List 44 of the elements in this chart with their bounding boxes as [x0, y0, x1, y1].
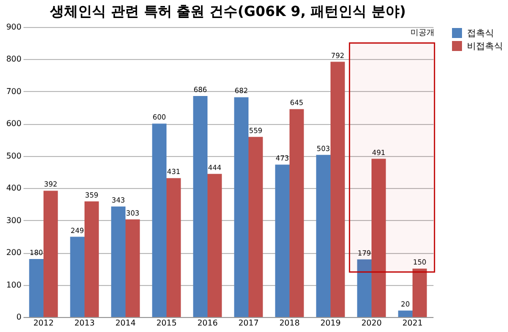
bar	[234, 97, 248, 317]
bar	[208, 174, 222, 317]
y-tick-label: 200	[6, 248, 22, 258]
bar	[412, 268, 427, 317]
bar	[126, 219, 140, 317]
legend-label: 비접촉식	[467, 42, 503, 52]
bar	[29, 259, 44, 317]
x-tick-label: 2016	[197, 318, 218, 328]
bar	[275, 164, 290, 317]
x-tick-label: 2019	[320, 318, 341, 328]
y-tick-label: 500	[6, 151, 22, 160]
y-tick-label: 100	[6, 280, 22, 290]
x-tick-label: 2012	[33, 318, 54, 328]
bar	[84, 201, 99, 317]
bar	[44, 190, 58, 317]
bar	[398, 310, 412, 317]
y-tick-label: 700	[6, 86, 22, 96]
bar	[152, 124, 166, 317]
x-tick-label: 2014	[115, 318, 136, 328]
bar	[290, 109, 304, 317]
y-tick-label: 900	[6, 22, 22, 32]
x-tick-label: 2018	[279, 318, 300, 328]
x-tick-label: 2020	[361, 318, 382, 328]
bar	[111, 206, 126, 317]
chart-title: 생체인식 관련 특허 출원 건수(G06K 9, 패턴인식 분야)	[49, 4, 406, 20]
x-tick-label: 2021	[402, 318, 423, 328]
y-tick-label: 800	[6, 54, 22, 64]
bar	[357, 259, 372, 317]
y-tick-label: 300	[6, 216, 22, 225]
bar	[330, 62, 345, 317]
x-tick-label: 2013	[74, 318, 95, 328]
x-tick-label: 2017	[238, 318, 259, 328]
bar	[316, 154, 330, 317]
bar	[70, 236, 84, 317]
bar	[193, 96, 208, 317]
x-tick-label: 2015	[156, 318, 177, 328]
bar	[166, 178, 181, 317]
y-tick-label: 0	[16, 312, 22, 322]
band-label: 미공개	[410, 28, 434, 37]
bar	[248, 136, 263, 317]
y-tick-label: 600	[6, 119, 22, 128]
y-tick-label: 400	[6, 184, 22, 193]
legend-label: 접촉식	[467, 29, 494, 39]
bar	[372, 158, 386, 317]
